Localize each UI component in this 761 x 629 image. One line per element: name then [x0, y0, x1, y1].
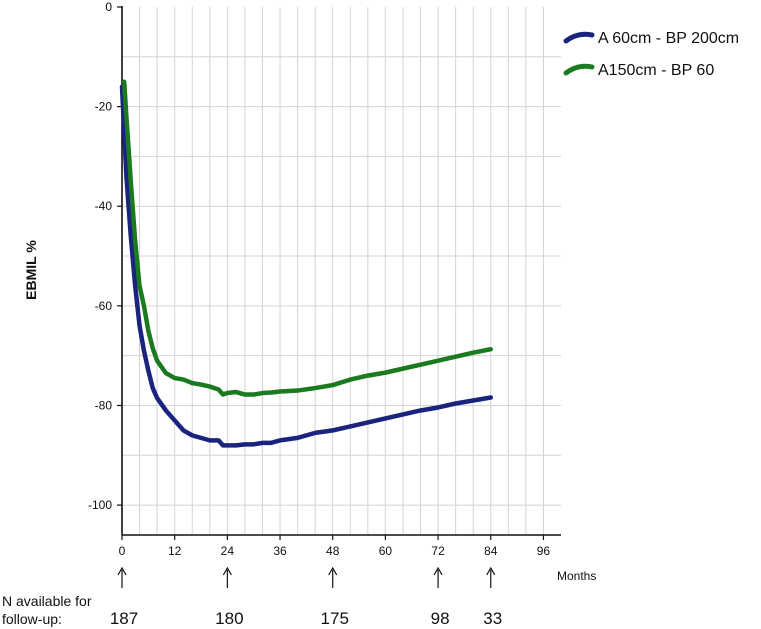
- x-tick-label: 24: [221, 544, 235, 558]
- y-tick-label: -80: [95, 398, 113, 412]
- x-tick-label: 48: [326, 544, 340, 558]
- y-tick-label: 0: [105, 0, 112, 14]
- y-tick-label: -20: [95, 100, 113, 114]
- follow-up-count: 180: [215, 609, 243, 628]
- follow-up-arrowhead: [222, 566, 232, 576]
- series-line-1: [119, 84, 494, 448]
- follow-up-arrowhead: [117, 566, 127, 576]
- x-tick-label: 84: [484, 544, 498, 558]
- y-tick-label: -100: [88, 498, 112, 512]
- series-lines: [119, 79, 494, 448]
- legend-swatch-1: [563, 31, 595, 44]
- x-tick-label: 0: [119, 544, 126, 558]
- axes: 0 -20 -40 -60 -80 -100 0 12 24 36 48 60 72 84 96 EBMIL …: [23, 0, 596, 583]
- follow-up-label-line1: N available for: [2, 593, 92, 609]
- y-tick-label: -40: [95, 199, 113, 213]
- follow-up-count: 98: [431, 609, 450, 628]
- follow-up-arrowhead: [486, 566, 496, 576]
- follow-up-count: 33: [483, 609, 502, 628]
- x-tick-label: 36: [273, 544, 287, 558]
- follow-up-arrowhead: [328, 566, 338, 576]
- y-axis-title: EBMIL %: [23, 240, 39, 300]
- follow-up-count: 175: [321, 609, 349, 628]
- y-tick-label: -60: [95, 299, 113, 313]
- x-tick-label: 72: [431, 544, 445, 558]
- legend-swatch-2: [563, 63, 595, 76]
- legend: A 60cm - BP 200cm A150cm - BP 60: [563, 30, 739, 79]
- x-tick-label: 96: [537, 544, 551, 558]
- legend-label-1: A 60cm - BP 200cm: [598, 30, 739, 47]
- x-tick-label: 12: [168, 544, 182, 558]
- follow-up-annotations: N available for follow-up: 187 180 175 98 33: [2, 566, 502, 628]
- grid: [122, 7, 561, 535]
- x-tick-label: 60: [379, 544, 393, 558]
- x-axis-title: Months: [557, 569, 596, 583]
- follow-up-arrowhead: [433, 566, 443, 576]
- series-line-2: [121, 79, 494, 397]
- follow-up-label-line2: follow-up:: [2, 611, 62, 627]
- follow-up-count: 187: [110, 609, 138, 628]
- legend-label-2: A150cm - BP 60: [598, 62, 714, 79]
